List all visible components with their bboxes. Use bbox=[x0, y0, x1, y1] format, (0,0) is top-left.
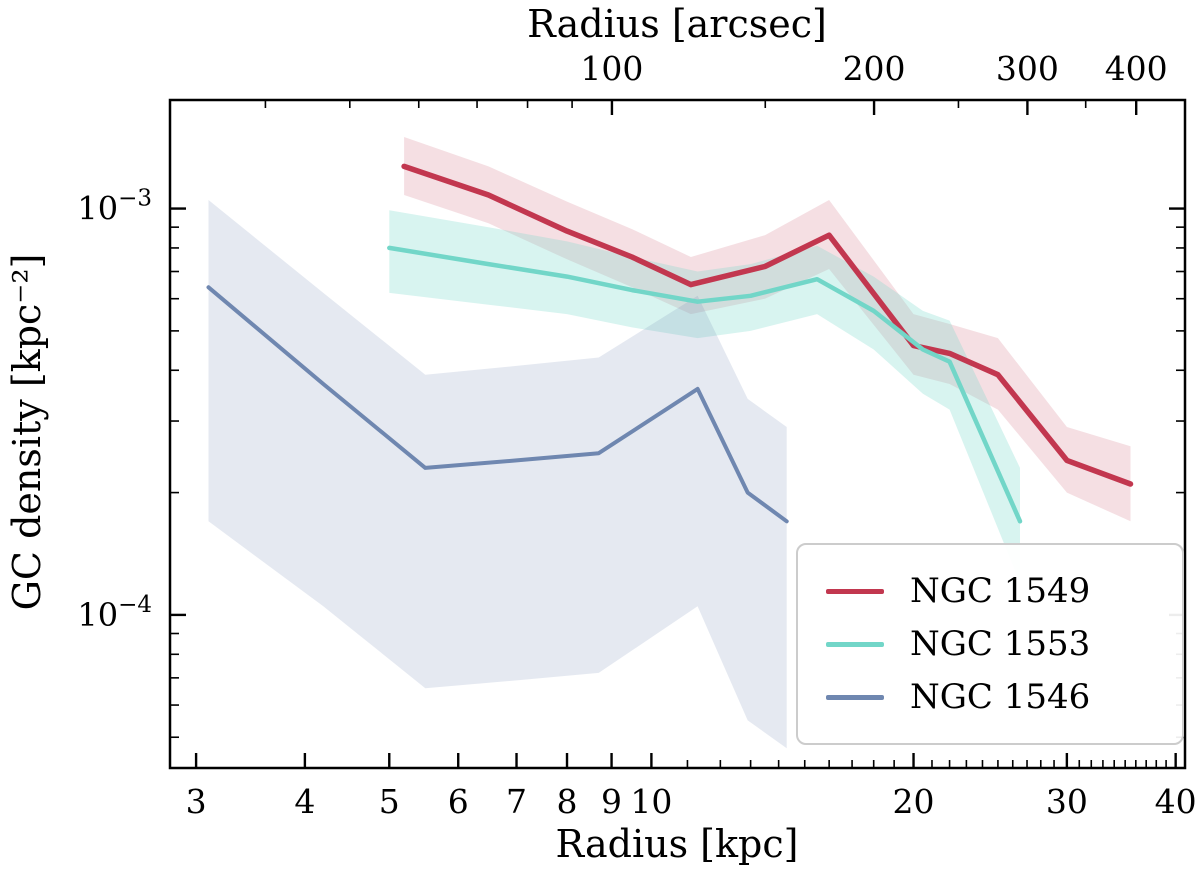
legend-swatch-ngc-1549 bbox=[826, 588, 884, 594]
legend-item-ngc-1553: NGC 1553 bbox=[826, 627, 1182, 661]
x-tick-label: 8 bbox=[557, 782, 578, 821]
plot-frame bbox=[168, 98, 1187, 770]
series-line-ngc-1549 bbox=[401, 163, 1134, 487]
x-tick-label: 3 bbox=[186, 782, 207, 821]
bottom-axis-title: Radius [kpc] bbox=[555, 822, 799, 866]
x-tick-label: 40 bbox=[1155, 782, 1197, 821]
legend-swatch-ngc-1546 bbox=[826, 694, 884, 700]
legend-swatch-ngc-1553 bbox=[826, 641, 884, 647]
x-tick-label: 20 bbox=[893, 782, 935, 821]
y-tick-label: 10−4 bbox=[77, 592, 152, 634]
legend-label-ngc-1546: NGC 1546 bbox=[910, 677, 1091, 717]
x-tick-label: 10 bbox=[630, 782, 672, 821]
top-tick-label: 200 bbox=[843, 49, 906, 88]
top-axis-title: Radius [arcsec] bbox=[527, 2, 827, 46]
series-line-ngc-1553 bbox=[387, 245, 1023, 524]
x-tick-label: 7 bbox=[506, 782, 527, 821]
y-tick-label: 10−3 bbox=[77, 186, 152, 228]
band-ngc-1546 bbox=[208, 200, 787, 749]
series-line-ngc-1546 bbox=[206, 285, 789, 524]
legend-label-ngc-1553: NGC 1553 bbox=[910, 624, 1091, 664]
legend-label-ngc-1549: NGC 1549 bbox=[910, 571, 1091, 611]
top-tick-label: 100 bbox=[580, 49, 643, 88]
top-tick-label: 300 bbox=[996, 49, 1059, 88]
legend-item-ngc-1546: NGC 1546 bbox=[826, 680, 1182, 714]
x-tick-label: 9 bbox=[601, 782, 622, 821]
top-tick-label: 400 bbox=[1105, 49, 1168, 88]
legend-item-ngc-1549: NGC 1549 bbox=[826, 574, 1182, 608]
x-tick-label: 5 bbox=[379, 782, 400, 821]
axis-ticks: 3 4 5 6 7 8 9 10 20 30 40 100 200 300 400 10−3 10−4 bbox=[77, 49, 1196, 821]
x-tick-label: 6 bbox=[448, 782, 469, 821]
x-tick-label: 4 bbox=[294, 782, 315, 821]
legend: NGC 1549 NGC 1553 NGC 1546 bbox=[796, 543, 1184, 745]
band-ngc-1549 bbox=[404, 137, 1131, 522]
y-axis-title: GC density [kpc⁻²] bbox=[5, 253, 49, 611]
x-tick-label: 30 bbox=[1046, 782, 1088, 821]
plot-lines bbox=[206, 163, 1134, 524]
